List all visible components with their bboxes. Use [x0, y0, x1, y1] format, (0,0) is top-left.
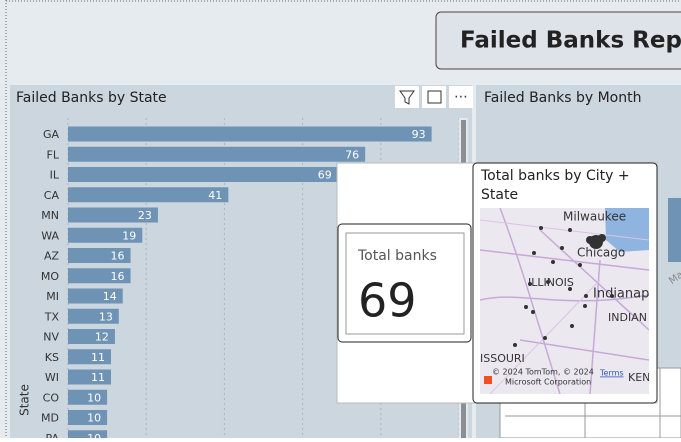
data-label: 16 — [111, 250, 125, 263]
data-label: 23 — [138, 209, 152, 222]
data-label: 19 — [122, 229, 136, 242]
bar — [68, 329, 115, 344]
map-label: Chicago — [577, 246, 625, 260]
focus-icon[interactable] — [422, 86, 446, 108]
y-tick-label: CA — [44, 189, 60, 202]
bar — [68, 248, 131, 263]
map-title: Total banks by City + — [480, 168, 630, 184]
bar — [68, 349, 112, 365]
map-title: State — [481, 187, 518, 203]
y-tick-label: NV — [43, 331, 59, 344]
map-labels: Milwaukee Chicago ILLINOIS Indianap INDI… — [480, 210, 650, 385]
card-value: 69 — [358, 274, 417, 328]
data-label: 10 — [87, 391, 101, 404]
month-bar — [668, 198, 681, 262]
y-tick-label: MD — [41, 412, 59, 425]
focus-glyph — [427, 90, 442, 104]
panel-title: Failed Banks by State — [16, 90, 167, 106]
roads — [480, 208, 649, 394]
map-label: KEN — [628, 371, 650, 384]
map-copyright: © 2024 TomTom, © 2024 — [492, 368, 594, 377]
bar — [68, 167, 338, 182]
y-tick-label: GA — [43, 128, 60, 141]
visual-header-icons[interactable]: ⋯ — [395, 86, 473, 108]
filter-glyph — [399, 90, 415, 105]
data-label: 14 — [103, 290, 117, 303]
title-box — [435, 11, 681, 70]
map-label: ILLINOIS — [528, 276, 574, 289]
data-label: 16 — [111, 270, 125, 283]
y-axis-title: State — [18, 384, 32, 416]
bar — [68, 410, 108, 425]
y-tick-label: KS — [45, 351, 59, 364]
bar — [68, 146, 366, 162]
data-label: 11 — [91, 351, 105, 364]
y-tick-label: PA — [46, 432, 60, 438]
y-tick-label: WA — [41, 229, 59, 242]
map[interactable]: Milwaukee Chicago ILLINOIS Indianap INDI… — [480, 208, 650, 394]
bar — [68, 227, 143, 243]
map-terms[interactable]: Terms — [599, 369, 624, 378]
map-label: INDIAN — [608, 311, 647, 324]
bar — [68, 126, 432, 142]
data-label: 93 — [412, 128, 426, 141]
bar — [68, 369, 112, 385]
more-glyph: ⋯ — [454, 89, 468, 105]
report-title: Failed Banks Repo — [460, 28, 681, 54]
data-label: 11 — [91, 371, 105, 384]
ms-logo — [484, 376, 492, 384]
bar — [68, 430, 108, 442]
data-label: 12 — [95, 331, 109, 344]
y-tick-label: AZ — [44, 250, 60, 263]
lake — [605, 208, 649, 252]
bar — [68, 207, 158, 223]
bar — [68, 389, 108, 405]
data-label: 76 — [345, 148, 359, 161]
filter-icon[interactable] — [395, 86, 419, 108]
y-tick-label: IL — [50, 169, 60, 182]
map-label: Indianap — [593, 287, 649, 302]
y-tick-label: CO — [43, 391, 60, 404]
more-icon[interactable] — [449, 86, 473, 108]
card — [345, 232, 465, 335]
bar — [68, 308, 119, 324]
panel-title: Failed Banks by Month — [484, 90, 642, 106]
card-label: Total banks — [357, 248, 437, 264]
bar — [68, 187, 229, 203]
map-points — [513, 226, 614, 347]
data-label: 10 — [87, 412, 101, 425]
bar — [68, 288, 123, 304]
map-label: Milwaukee — [563, 210, 626, 224]
data-label: 13 — [99, 310, 113, 323]
bar — [68, 268, 131, 284]
y-tick-label: FL — [47, 148, 60, 161]
y-tick-label: WI — [45, 371, 59, 384]
data-label: 69 — [318, 169, 332, 182]
y-tick-label: MI — [46, 290, 59, 303]
data-label: 41 — [208, 189, 222, 202]
map-label: ISSOURI — [480, 352, 525, 365]
map-copyright: Microsoft Corporation — [505, 378, 591, 387]
y-tick-label: MN — [41, 209, 59, 222]
bar-chart: GA 93 FL 76 IL 69 CA 41 MN 23 WA 19 AZ 16 MO 16 MI 14 TX 13… — [41, 118, 460, 442]
y-tick-label: TX — [44, 310, 60, 323]
data-label: 10 — [87, 432, 101, 438]
y-tick-label: MO — [41, 270, 59, 283]
